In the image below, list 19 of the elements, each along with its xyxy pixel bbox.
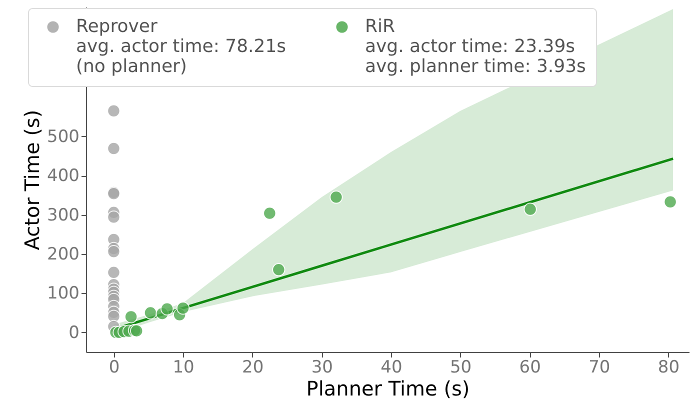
y-tick-label: 0 — [68, 322, 80, 343]
x-tick-label: 10 — [172, 358, 194, 378]
legend-label: Reprover avg. actor time: 78.21s (no planner) — [76, 16, 286, 77]
y-axis-title: Actor Time (s) — [20, 110, 44, 250]
y-tick-label: 100 — [47, 284, 80, 304]
x-tick-label: 60 — [519, 358, 541, 378]
x-tick-label: 50 — [450, 358, 472, 378]
y-tick-label: 300 — [47, 205, 80, 226]
y-tick-label: 500 — [47, 126, 80, 147]
x-tick-label: 80 — [658, 358, 680, 378]
x-tick-label: 70 — [588, 358, 610, 378]
y-tick-label: 200 — [47, 244, 80, 264]
y-tick-label: 400 — [47, 166, 80, 186]
x-tick-label: 0 — [108, 358, 120, 378]
x-axis-title: Planner Time (s) — [306, 376, 470, 400]
legend-label: RiR avg. actor time: 23.39s avg. planner time: 3.93s — [365, 16, 586, 77]
x-tick-label: 30 — [311, 358, 333, 378]
x-tick-label: 20 — [242, 358, 264, 378]
x-tick-label: 40 — [380, 358, 402, 378]
